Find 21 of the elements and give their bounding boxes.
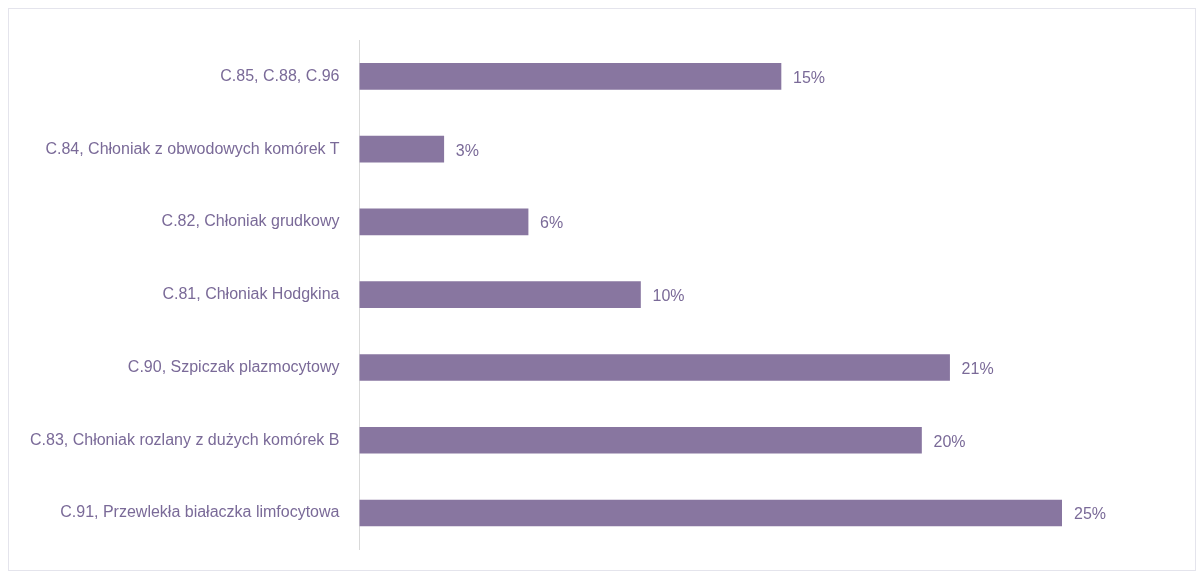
data-label: 15%	[792, 68, 826, 86]
data-label: 20%	[933, 432, 966, 450]
data-label: 25%	[1074, 505, 1107, 523]
y-tick-label: C.83, Chłoniak rozlany z dużych komórek B	[30, 430, 340, 448]
bar	[359, 499, 1062, 527]
data-label: 3%	[455, 141, 479, 159]
data-label: 6%	[540, 214, 564, 232]
y-tick-label: C.91, Przewlekła białaczka limfocytowa	[60, 503, 340, 521]
bar	[359, 354, 950, 381]
bar	[359, 426, 922, 454]
y-tick-label: C.85, C.88, C.96	[220, 66, 340, 84]
bar	[359, 281, 641, 309]
bar	[359, 135, 445, 163]
bar	[359, 208, 529, 236]
data-label: 10%	[652, 287, 685, 305]
bar	[359, 63, 782, 90]
y-tick-label: C.84, Chłoniak z obwodowych komórek T	[45, 139, 340, 157]
data-label: 21%	[961, 359, 994, 377]
y-tick-label: C.82, Chłoniak grudkowy	[161, 212, 340, 230]
y-tick-label: C.81, Chłoniak Hodgkina	[162, 285, 340, 303]
y-tick-label: C.90, Szpiczak plazmocytowy	[127, 357, 340, 375]
